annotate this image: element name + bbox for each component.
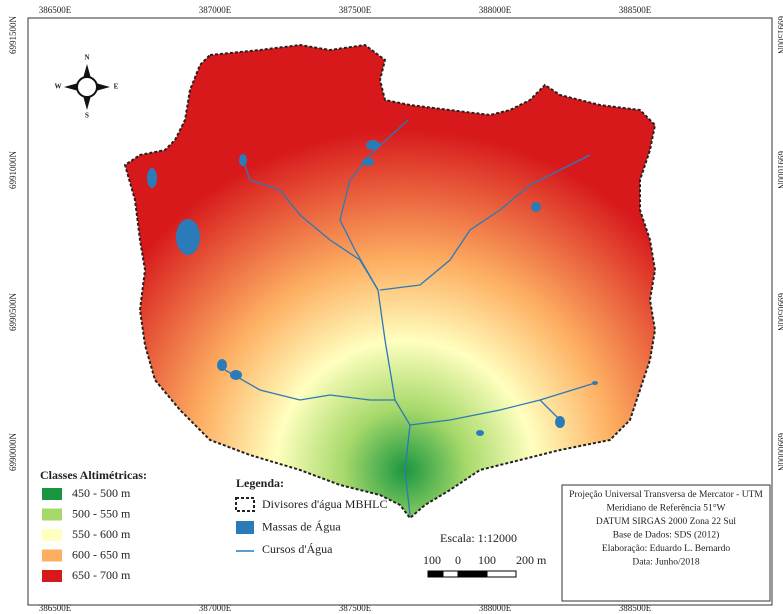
altitude-label: 600 - 650 m xyxy=(72,547,131,561)
x-coordinate-label: 386500E xyxy=(39,603,72,613)
scale-title: Escala: 1:12000 xyxy=(440,531,517,545)
scale-label: 100 xyxy=(478,553,496,567)
legend-label: Divisores d'água MBHLC xyxy=(262,497,387,511)
y-coordinate-label: 6991500N xyxy=(776,16,783,55)
info-line: Elaboração: Eduardo L. Bernardo xyxy=(602,544,730,554)
lake xyxy=(230,370,242,380)
legend-label: Massas de Água xyxy=(262,519,341,533)
altitude-label: 550 - 600 m xyxy=(72,527,131,541)
map: N S E W Classes Altimétricas: Legenda: E… xyxy=(0,0,783,614)
y-coordinate-label: 6990500N xyxy=(776,293,783,332)
lake xyxy=(592,381,598,385)
lake xyxy=(362,158,374,166)
x-coordinate-label: 387500E xyxy=(339,603,372,613)
compass-w: W xyxy=(55,83,62,91)
altitude-swatch xyxy=(42,529,62,541)
altitude-swatch xyxy=(42,488,62,500)
lake xyxy=(239,154,247,166)
x-coordinate-label: 387000E xyxy=(199,603,232,613)
scale-label: 200 m xyxy=(516,553,547,567)
legend-title: Legenda: xyxy=(236,476,284,490)
lake xyxy=(555,416,565,428)
info-box xyxy=(562,485,770,601)
altitude-label: 500 - 550 m xyxy=(72,506,131,520)
scale-bar xyxy=(428,571,516,577)
x-coordinate-label: 388000E xyxy=(479,5,512,15)
info-line: Data: Junho/2018 xyxy=(632,558,700,568)
compass-e: E xyxy=(114,83,119,91)
altitude-swatch xyxy=(42,550,62,562)
altitude-swatch xyxy=(42,570,62,582)
y-coordinate-label: 6990500N xyxy=(8,293,18,332)
legend-symbol xyxy=(236,521,254,534)
x-coordinate-label: 388000E xyxy=(479,603,512,613)
y-coordinate-label: 6991000N xyxy=(8,151,18,190)
lake xyxy=(366,140,380,150)
x-coordinate-label: 388500E xyxy=(619,603,652,613)
lake xyxy=(147,168,157,188)
altitude-label: 450 - 500 m xyxy=(72,486,131,500)
x-coordinate-label: 388500E xyxy=(619,5,652,15)
scale-label: 0 xyxy=(455,553,461,567)
altitude-label: 650 - 700 m xyxy=(72,568,131,582)
lake xyxy=(476,430,484,436)
legend-label: Cursos d'Água xyxy=(262,542,333,556)
altitude-swatch xyxy=(42,509,62,521)
y-coordinate-label: 6990000N xyxy=(8,433,18,472)
info-line: Projeção Universal Transversa de Mercato… xyxy=(569,490,763,500)
y-coordinate-label: 6991500N xyxy=(8,16,18,55)
info-line: Meridiano de Referência 51°W xyxy=(606,503,725,514)
lake xyxy=(176,219,200,255)
compass-s: S xyxy=(85,112,89,120)
altitude-legend-title: Classes Altimétricas: xyxy=(40,468,147,482)
compass-n: N xyxy=(84,54,89,62)
x-coordinate-label: 387000E xyxy=(199,5,232,15)
y-coordinate-label: 6991000N xyxy=(776,151,783,190)
info-line: Base de Dados: SDS (2012) xyxy=(613,530,720,541)
x-coordinate-label: 387500E xyxy=(339,5,372,15)
scale-label: 100 xyxy=(423,553,441,567)
x-coordinate-label: 386500E xyxy=(39,5,72,15)
altitude-legend-box xyxy=(34,462,230,604)
lake xyxy=(217,359,227,371)
lake xyxy=(531,202,541,212)
y-coordinate-label: 6990000N xyxy=(776,433,783,472)
info-line: DATUM SIRGAS 2000 Zona 22 Sul xyxy=(596,517,736,527)
